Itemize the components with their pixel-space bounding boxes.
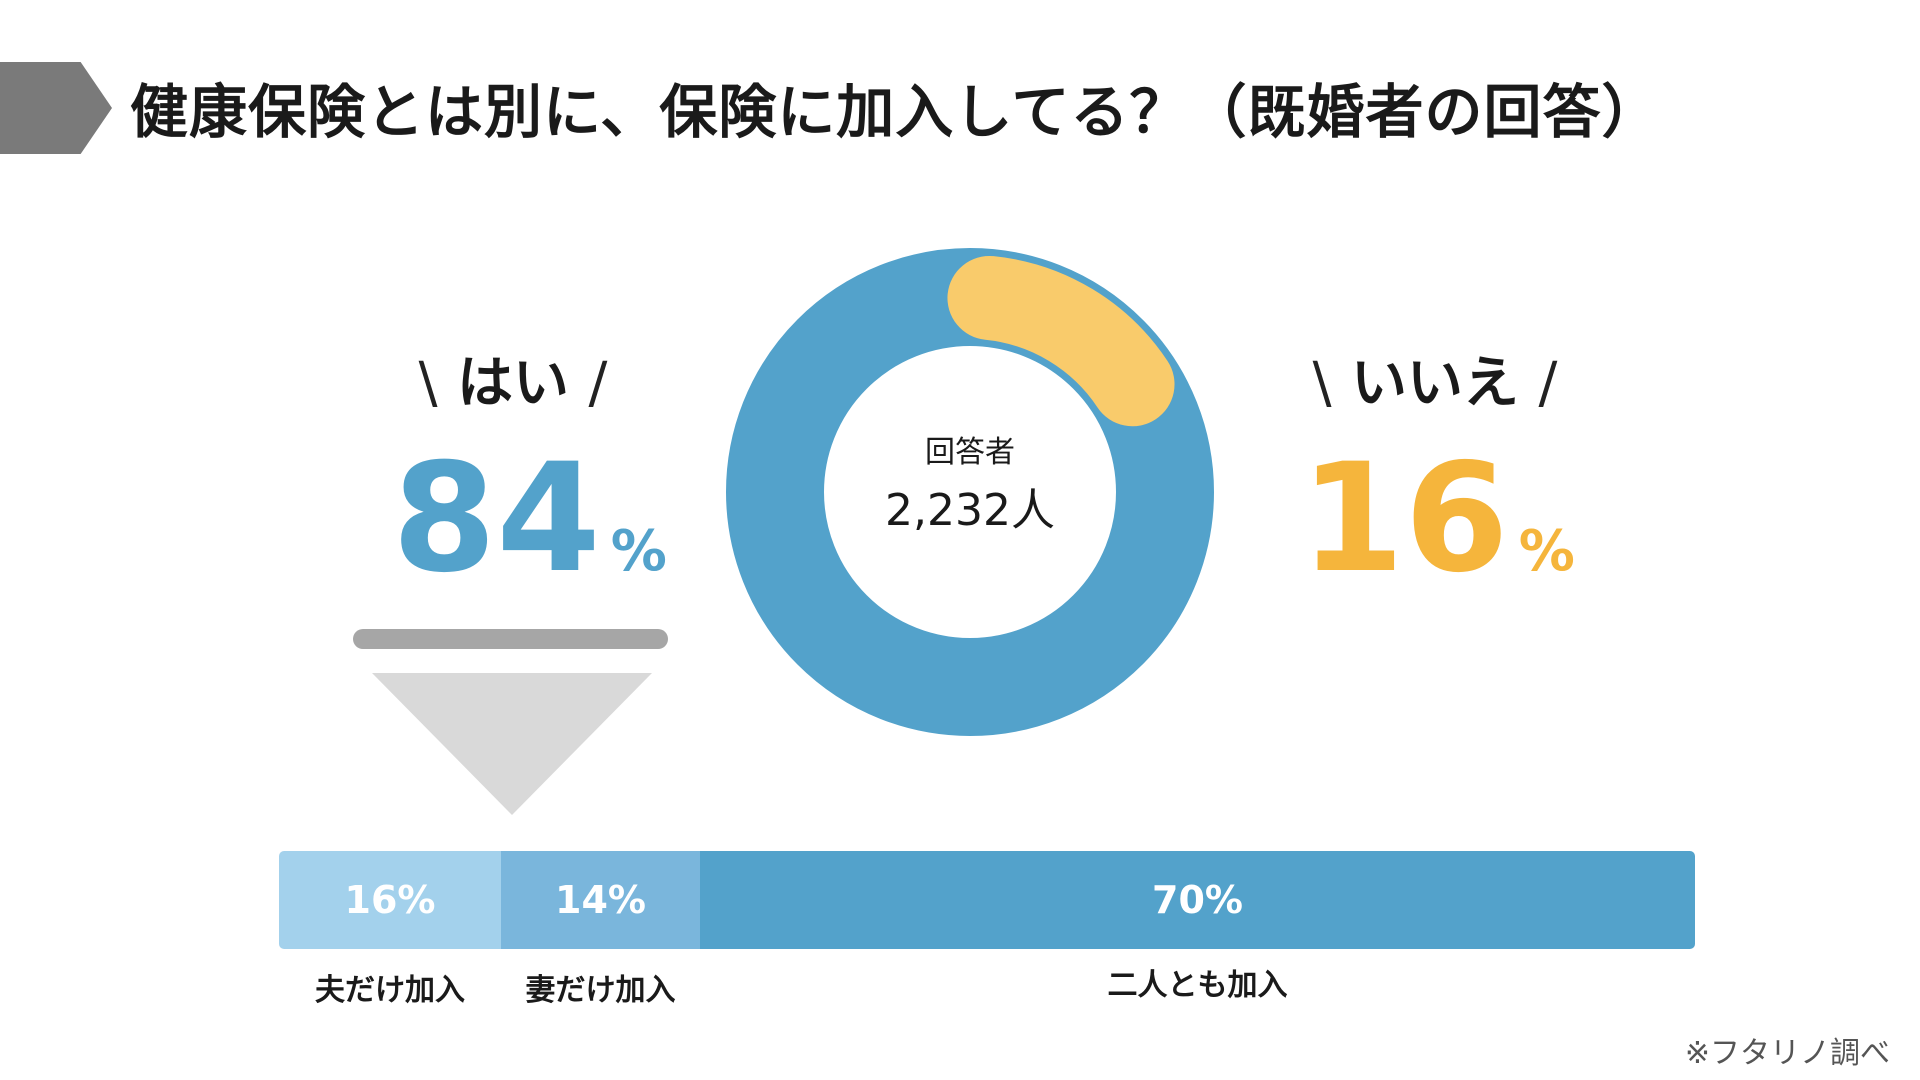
donut-slice-いいえ xyxy=(947,255,1175,427)
donut-chart: 回答者 2,232人 xyxy=(726,248,1214,736)
bar-segment-1: 16% xyxy=(279,851,501,949)
funnel-bar xyxy=(353,629,668,649)
yes-label: はい xyxy=(457,351,569,416)
bar-segment-label-2: 妻だけ加入 xyxy=(525,973,676,1008)
no-label: いいえ xyxy=(1351,351,1519,416)
yes-percent-value: 84 xyxy=(392,432,601,606)
slash-right: / xyxy=(588,351,608,416)
bar-segment-label-1: 夫だけ加入 xyxy=(315,973,465,1008)
donut-center-count: 2,232人 xyxy=(885,485,1055,536)
yes-percent-sign: % xyxy=(610,519,667,584)
bar-segment-3: 70% xyxy=(700,851,1695,949)
bar-segment-2: 14% xyxy=(501,851,700,949)
slash-left: \ xyxy=(1312,351,1332,416)
page-title: 健康保険とは別に、保険に加入してる？（既婚者の回答） xyxy=(130,78,1661,146)
slash-left: \ xyxy=(418,351,438,416)
donut-center-title: 回答者 xyxy=(925,435,1015,470)
stacked-bar: 16% 14% 70% xyxy=(279,851,1695,949)
slash-right: / xyxy=(1538,351,1558,416)
no-percent-sign: % xyxy=(1518,519,1575,584)
no-percent-value: 16 xyxy=(1300,432,1509,606)
yes-percent: 84% xyxy=(392,432,667,606)
funnel-arrow-icon xyxy=(372,673,652,815)
yes-label-group: \ はい / xyxy=(408,338,618,419)
title-marker-arrow xyxy=(0,62,112,154)
source-note: ※フタリノ調べ xyxy=(1684,1036,1890,1071)
no-label-group: \ いいえ / xyxy=(1305,338,1565,419)
no-percent: 16% xyxy=(1300,432,1575,606)
bar-segment-label-3: 二人とも加入 xyxy=(1107,968,1288,1003)
